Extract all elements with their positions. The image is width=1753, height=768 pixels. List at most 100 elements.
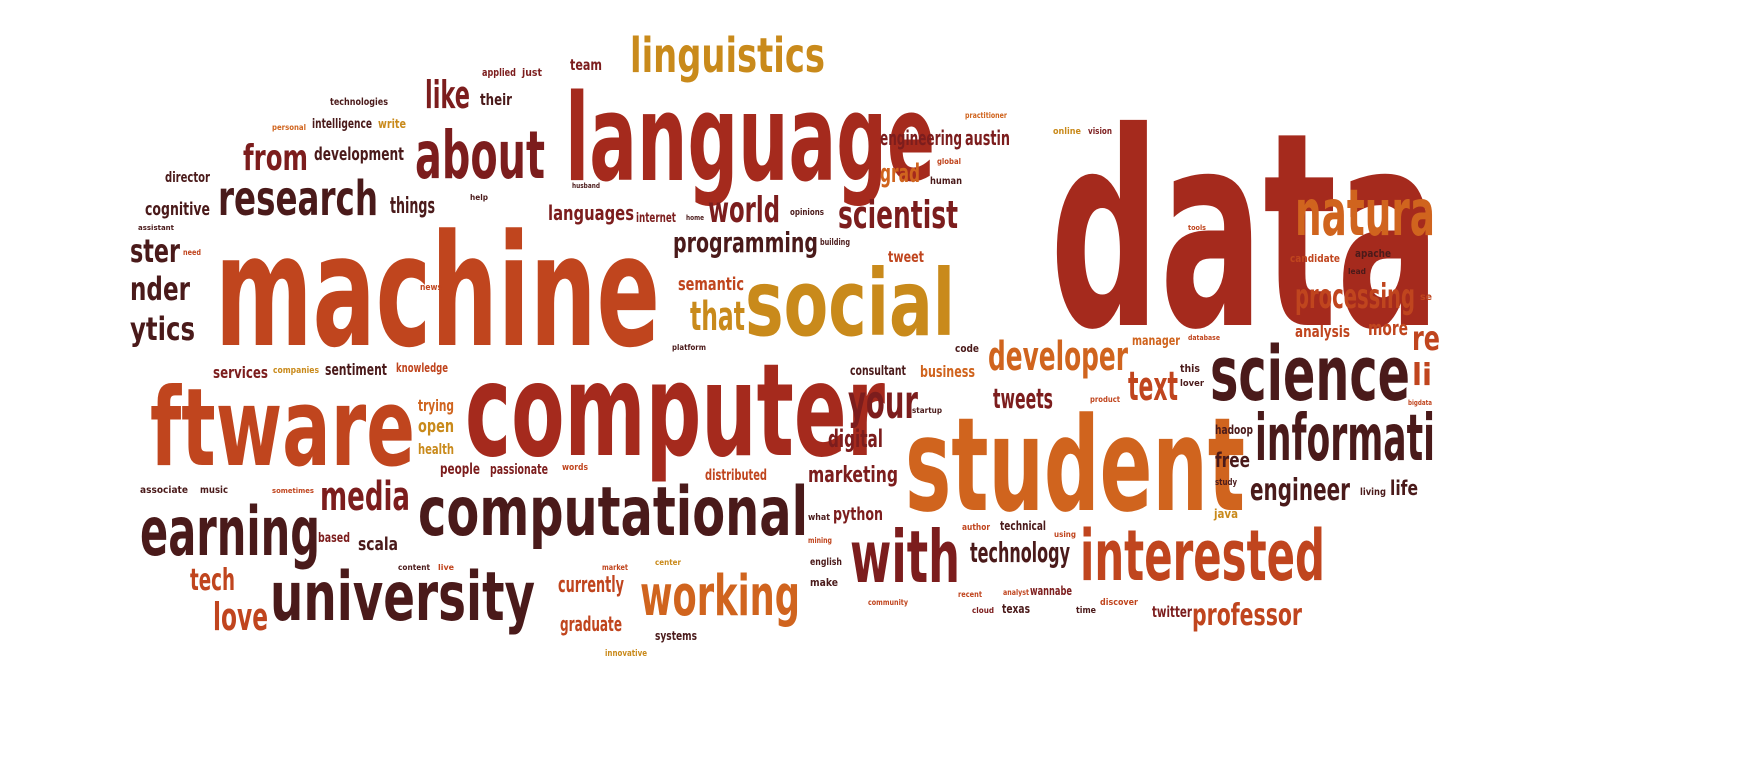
word-english: english — [810, 557, 842, 568]
word-services: services — [213, 363, 268, 382]
word-their: their — [480, 90, 512, 109]
word-python: python — [833, 504, 883, 525]
word-words: words — [562, 463, 588, 473]
word-interested: interested — [1080, 515, 1325, 597]
word-research: research — [218, 171, 378, 227]
word-programming: programming — [673, 226, 818, 259]
word-data: data — [1050, 74, 1440, 389]
word-text: text — [1128, 364, 1178, 410]
word-life: life — [1390, 476, 1418, 500]
word-technology: technology — [970, 536, 1070, 569]
word-consultant: consultant — [850, 364, 906, 379]
word-with: with — [850, 515, 960, 599]
word-informati: informati — [1255, 402, 1435, 476]
word-free: free — [1215, 448, 1250, 472]
word-database: database — [1188, 334, 1220, 342]
word-texas: texas — [1002, 602, 1030, 616]
word-companies: companies — [273, 366, 319, 376]
word-director: director — [165, 170, 210, 186]
word-personal: personal — [272, 123, 306, 132]
word-language: language — [565, 70, 935, 209]
word-processing: processing — [1295, 277, 1415, 317]
word-trying: trying — [418, 396, 454, 415]
word-bigdata: bigdata — [1408, 399, 1432, 407]
word-just: just — [521, 66, 542, 79]
word-development: development — [314, 144, 404, 165]
word-tools: tools — [1188, 224, 1206, 232]
word-java: java — [1213, 507, 1238, 521]
word-help: help — [470, 193, 488, 202]
word-science: science — [1210, 329, 1410, 418]
word-business: business — [920, 362, 975, 381]
word-distributed: distributed — [705, 466, 767, 484]
word-natura: natura — [1295, 177, 1435, 251]
word-this: this — [1180, 362, 1200, 375]
word-things: things — [390, 194, 435, 219]
word-recent: recent — [958, 590, 982, 599]
word-currently: currently — [558, 573, 624, 598]
word-market: market — [602, 563, 628, 572]
word-tweet: tweet — [888, 248, 924, 266]
word-graduate: graduate — [560, 612, 622, 636]
word-university: university — [270, 558, 535, 637]
word-center: center — [655, 558, 681, 567]
word-innovative: innovative — [605, 649, 647, 659]
word-associate: associate — [140, 485, 188, 496]
word-human: human — [930, 176, 962, 187]
word-media: media — [320, 474, 410, 520]
word-scientist: scientist — [838, 193, 958, 237]
word-open: open — [418, 416, 454, 437]
word-languages: languages — [548, 201, 634, 225]
word-sentiment: sentiment — [325, 360, 387, 379]
word-working: working — [640, 564, 800, 629]
word-engineering: engineering — [880, 126, 962, 150]
word-semantic: semantic — [678, 274, 744, 295]
word-code: code — [955, 342, 979, 355]
word-analyst: analyst — [1003, 588, 1029, 597]
word-cloud: cloud — [972, 606, 994, 615]
word-professor: professor — [1192, 598, 1302, 633]
word-computational: computational — [418, 473, 808, 552]
word-apache: apache — [1355, 247, 1391, 260]
word-li: li — [1412, 358, 1432, 393]
word-practitioner: practitioner — [965, 111, 1007, 120]
word-lead: lead — [1348, 267, 1366, 276]
word-marketing: marketing — [808, 463, 898, 488]
word-intelligence: intelligence — [312, 117, 372, 132]
word-mining: mining — [808, 536, 832, 545]
word-your: your — [848, 375, 918, 429]
word-write: write — [378, 117, 406, 131]
word-need: need — [183, 248, 201, 257]
word-internet: internet — [636, 211, 676, 226]
word-hadoop: hadoop — [1215, 423, 1253, 437]
word-about: about — [415, 117, 545, 194]
word-that: that — [690, 294, 745, 340]
word-vision: vision — [1088, 127, 1112, 137]
word-grad: grad — [880, 159, 920, 189]
word-global: global — [937, 157, 961, 166]
word-startup: startup — [912, 406, 942, 415]
word-content: content — [398, 563, 430, 572]
word-analysis: analysis — [1295, 322, 1350, 341]
word-digital: digital — [828, 425, 883, 453]
word-community: community — [868, 598, 909, 607]
word-team: team — [570, 56, 602, 74]
word-technologies: technologies — [330, 97, 388, 108]
word-assistant: assistant — [138, 224, 175, 232]
word-platform: platform — [672, 343, 706, 352]
word-author: author — [962, 523, 990, 533]
word-candidate: candidate — [1290, 252, 1340, 265]
word-linguistics: linguistics — [630, 28, 825, 84]
word-se: se — [1420, 292, 1432, 303]
word-product: product — [1090, 395, 1120, 404]
word-computer: computer — [465, 337, 885, 486]
word-technical: technical — [1000, 519, 1046, 533]
word-tech: tech — [190, 563, 235, 598]
word-ftware: ftware — [150, 366, 415, 491]
word-music: music — [200, 485, 228, 496]
word-lover: lover — [1180, 379, 1205, 389]
word-austin: austin — [965, 126, 1010, 150]
word-time: time — [1076, 606, 1096, 616]
word-cognitive: cognitive — [145, 199, 210, 220]
